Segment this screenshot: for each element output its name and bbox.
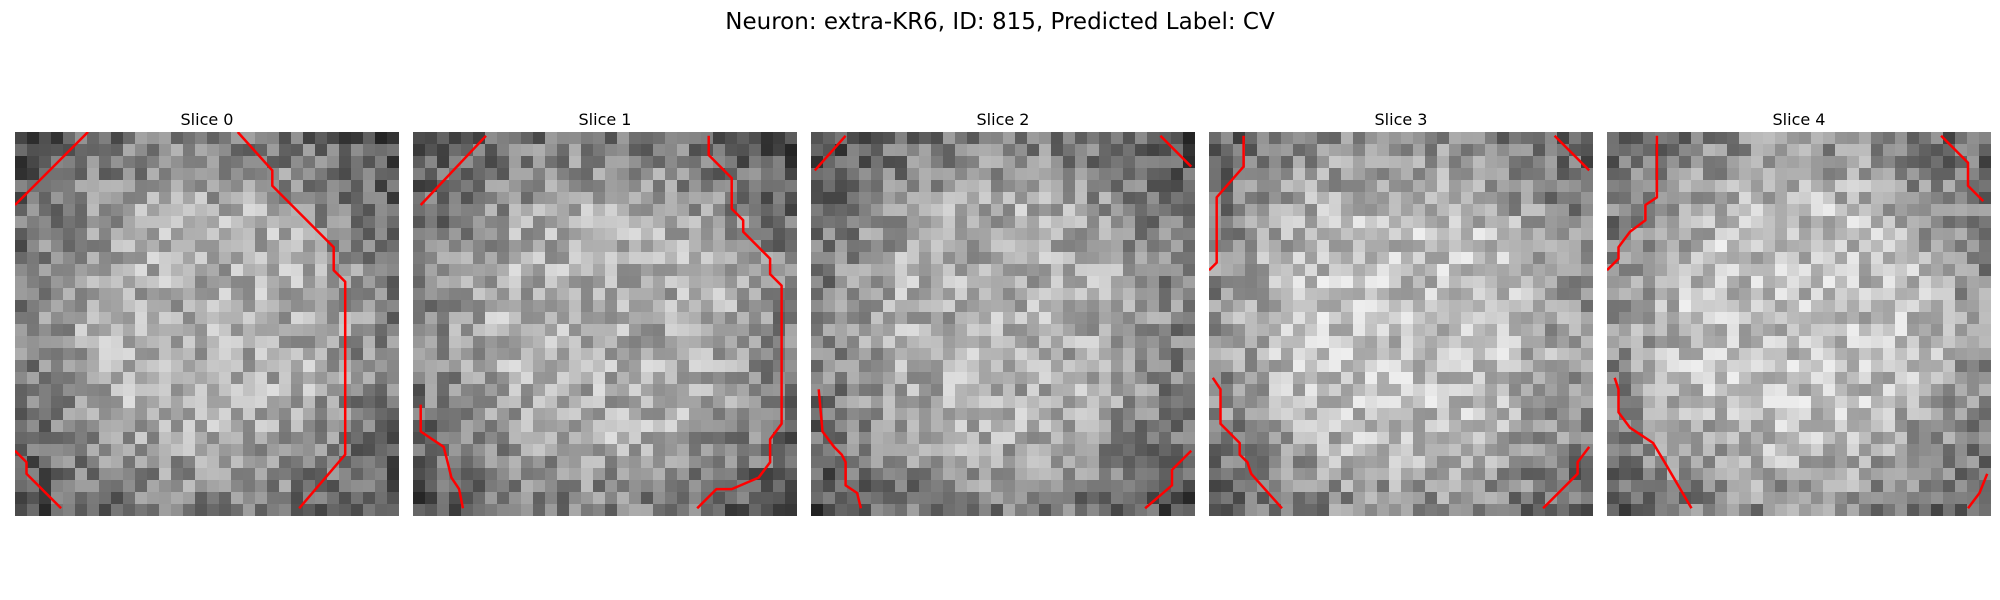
contour-line: [1940, 134, 1985, 202]
slice-image: [811, 132, 1195, 516]
contour-line: [1542, 446, 1591, 510]
contour-line: [817, 389, 863, 509]
contour-line: [1613, 377, 1693, 509]
pixel-grid: [413, 132, 797, 516]
contour-line: [15, 449, 62, 510]
pixel-grid: [811, 132, 1195, 516]
slice-panel-4: Slice 4: [1607, 110, 1991, 516]
contour-line: [1159, 134, 1193, 168]
slice-panel-1: Slice 1: [413, 110, 797, 516]
slice-image: [1607, 132, 1991, 516]
contour-line: [1211, 377, 1283, 510]
contour-line: [696, 135, 783, 510]
slice-title: Slice 2: [976, 110, 1030, 129]
slice-title: Slice 1: [578, 110, 632, 129]
contour-line: [813, 134, 847, 172]
contour-line: [236, 132, 347, 510]
slice-panel-3: Slice 3: [1209, 110, 1593, 516]
contour-line: [1967, 473, 1989, 510]
figure-title: Neuron: extra-KR6, ID: 815, Predicted La…: [725, 9, 1275, 35]
slice-panel-0: Slice 0: [15, 110, 399, 516]
slice-panel-2: Slice 2: [811, 110, 1195, 516]
contour-line: [15, 132, 89, 206]
contour-line: [1607, 135, 1659, 272]
slice-image: [15, 132, 399, 516]
contour-line: [1144, 449, 1193, 510]
slice-image: [1209, 132, 1593, 516]
slice-title: Slice 3: [1374, 110, 1428, 129]
pixel-grid: [1209, 132, 1593, 516]
slice-image: [413, 132, 797, 516]
pixel-grid: [1607, 132, 1991, 516]
slice-title: Slice 4: [1772, 110, 1826, 129]
contour-line: [419, 404, 465, 509]
contour-line: [419, 134, 487, 206]
contour-line: [1209, 135, 1245, 272]
slice-title: Slice 0: [180, 110, 234, 129]
contour-line: [1553, 134, 1591, 172]
